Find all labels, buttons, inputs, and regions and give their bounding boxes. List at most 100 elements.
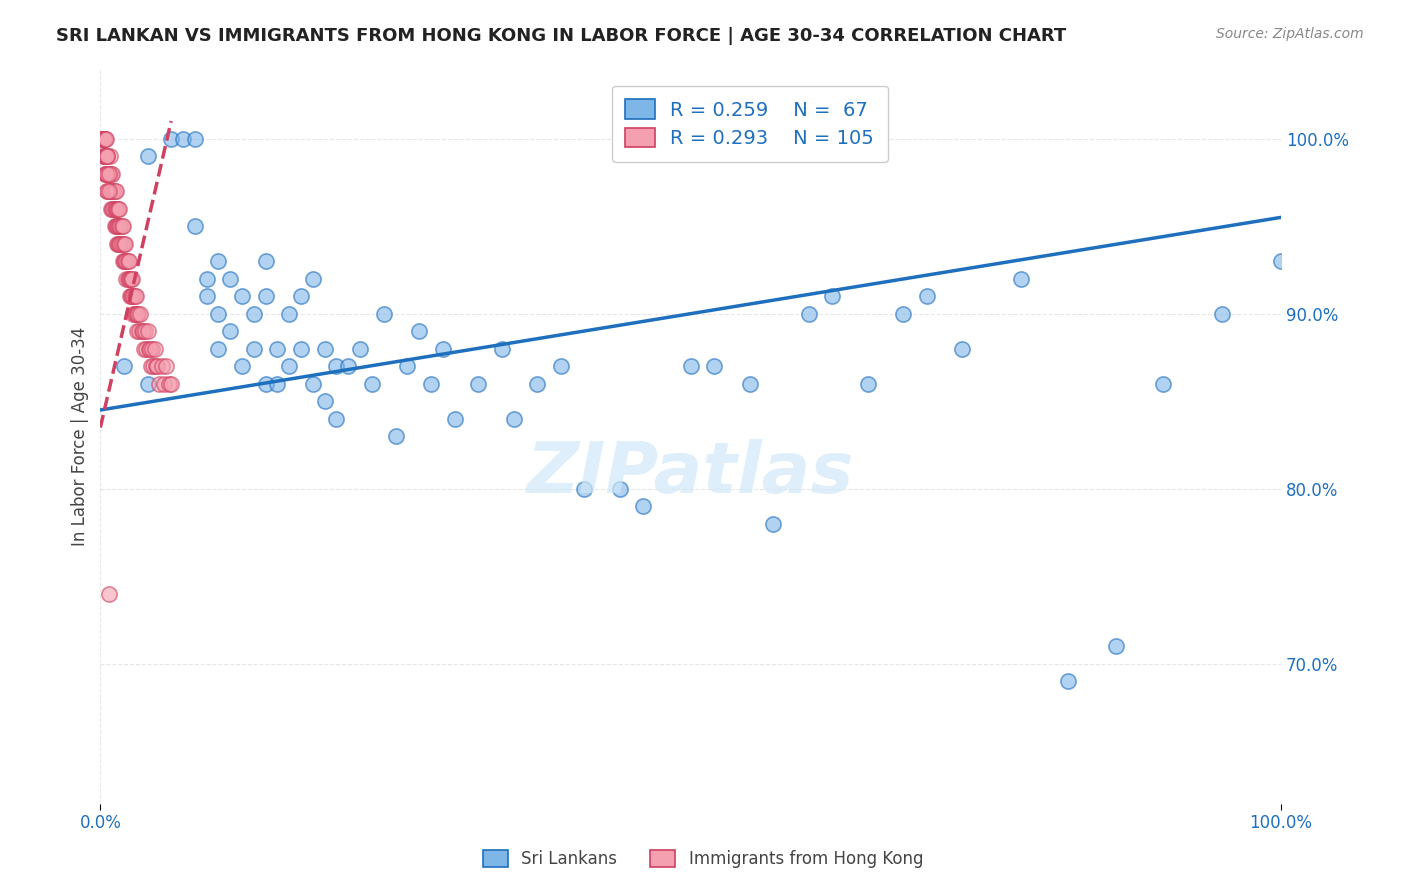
Point (373, 307, 395, 321)
Point (138, 342, 160, 356)
Point (609, 482, 631, 496)
Point (110, 236, 132, 251)
Point (129, 307, 152, 321)
Point (150, 359, 173, 374)
Point (100, 202, 122, 216)
Point (254, 254, 277, 268)
Point (100, 167, 122, 181)
Point (110, 219, 132, 233)
Point (132, 324, 155, 338)
Point (94, 131, 117, 145)
Point (96, 131, 118, 145)
Point (117, 254, 139, 268)
Point (107, 202, 129, 216)
Point (550, 359, 572, 374)
Point (96, 149, 118, 163)
Point (337, 359, 360, 374)
Point (384, 429, 406, 443)
Point (266, 342, 288, 356)
Point (112, 254, 135, 268)
Point (122, 307, 145, 321)
Point (101, 202, 124, 216)
Point (96, 167, 118, 181)
Point (108, 236, 131, 251)
Point (502, 411, 524, 425)
Point (125, 324, 148, 338)
Point (103, 184, 125, 198)
Point (349, 342, 371, 356)
Point (128, 324, 150, 338)
Point (125, 307, 148, 321)
Point (290, 289, 312, 303)
Point (172, 131, 194, 145)
Point (184, 219, 207, 233)
Point (821, 289, 844, 303)
Point (90, 131, 112, 145)
Point (122, 289, 145, 303)
Point (325, 411, 347, 425)
Point (136, 376, 159, 391)
Point (103, 184, 125, 198)
Point (103, 202, 125, 216)
Point (101, 184, 124, 198)
Point (97, 167, 120, 181)
Point (96, 149, 118, 163)
Point (160, 131, 183, 145)
Point (633, 500, 655, 514)
Point (104, 202, 127, 216)
Text: SRI LANKAN VS IMMIGRANTS FROM HONG KONG IN LABOR FORCE | AGE 30-34 CORRELATION C: SRI LANKAN VS IMMIGRANTS FROM HONG KONG … (56, 27, 1067, 45)
Point (94, 167, 117, 181)
Text: Source: ZipAtlas.com: Source: ZipAtlas.com (1216, 27, 1364, 41)
Point (136, 324, 159, 338)
Point (153, 376, 176, 391)
Point (125, 307, 148, 321)
Point (107, 236, 129, 251)
Point (114, 236, 136, 251)
Point (96, 167, 118, 181)
Point (111, 219, 134, 233)
Point (574, 482, 596, 496)
Point (124, 307, 146, 321)
Point (96, 149, 118, 163)
Point (491, 342, 513, 356)
Point (243, 307, 266, 321)
Point (115, 254, 138, 268)
Point (891, 307, 914, 321)
Point (1152, 376, 1174, 391)
Point (207, 342, 229, 356)
Point (124, 289, 146, 303)
Point (146, 359, 169, 374)
Point (108, 202, 131, 216)
Point (195, 271, 218, 285)
Point (121, 289, 143, 303)
Point (679, 359, 702, 374)
Point (142, 359, 165, 374)
Point (325, 359, 347, 374)
Point (314, 342, 336, 356)
Point (314, 394, 336, 409)
Point (703, 359, 725, 374)
Point (96, 167, 118, 181)
Legend: R = 0.259    N =  67, R = 0.293    N = 105: R = 0.259 N = 67, R = 0.293 N = 105 (612, 86, 887, 161)
Point (97, 587, 120, 601)
Point (141, 342, 163, 356)
Point (96, 167, 118, 181)
Point (1270, 254, 1292, 268)
Point (94, 149, 117, 163)
Point (110, 236, 132, 251)
Point (915, 289, 938, 303)
Point (103, 202, 125, 216)
Point (219, 271, 242, 285)
Point (97, 184, 120, 198)
Point (278, 307, 301, 321)
Point (432, 342, 454, 356)
Point (120, 271, 142, 285)
Point (762, 516, 785, 531)
Point (419, 376, 441, 391)
Point (1211, 307, 1233, 321)
Point (93, 131, 115, 145)
Point (254, 289, 277, 303)
Point (135, 342, 157, 356)
Point (96, 149, 118, 163)
Point (98, 149, 121, 163)
